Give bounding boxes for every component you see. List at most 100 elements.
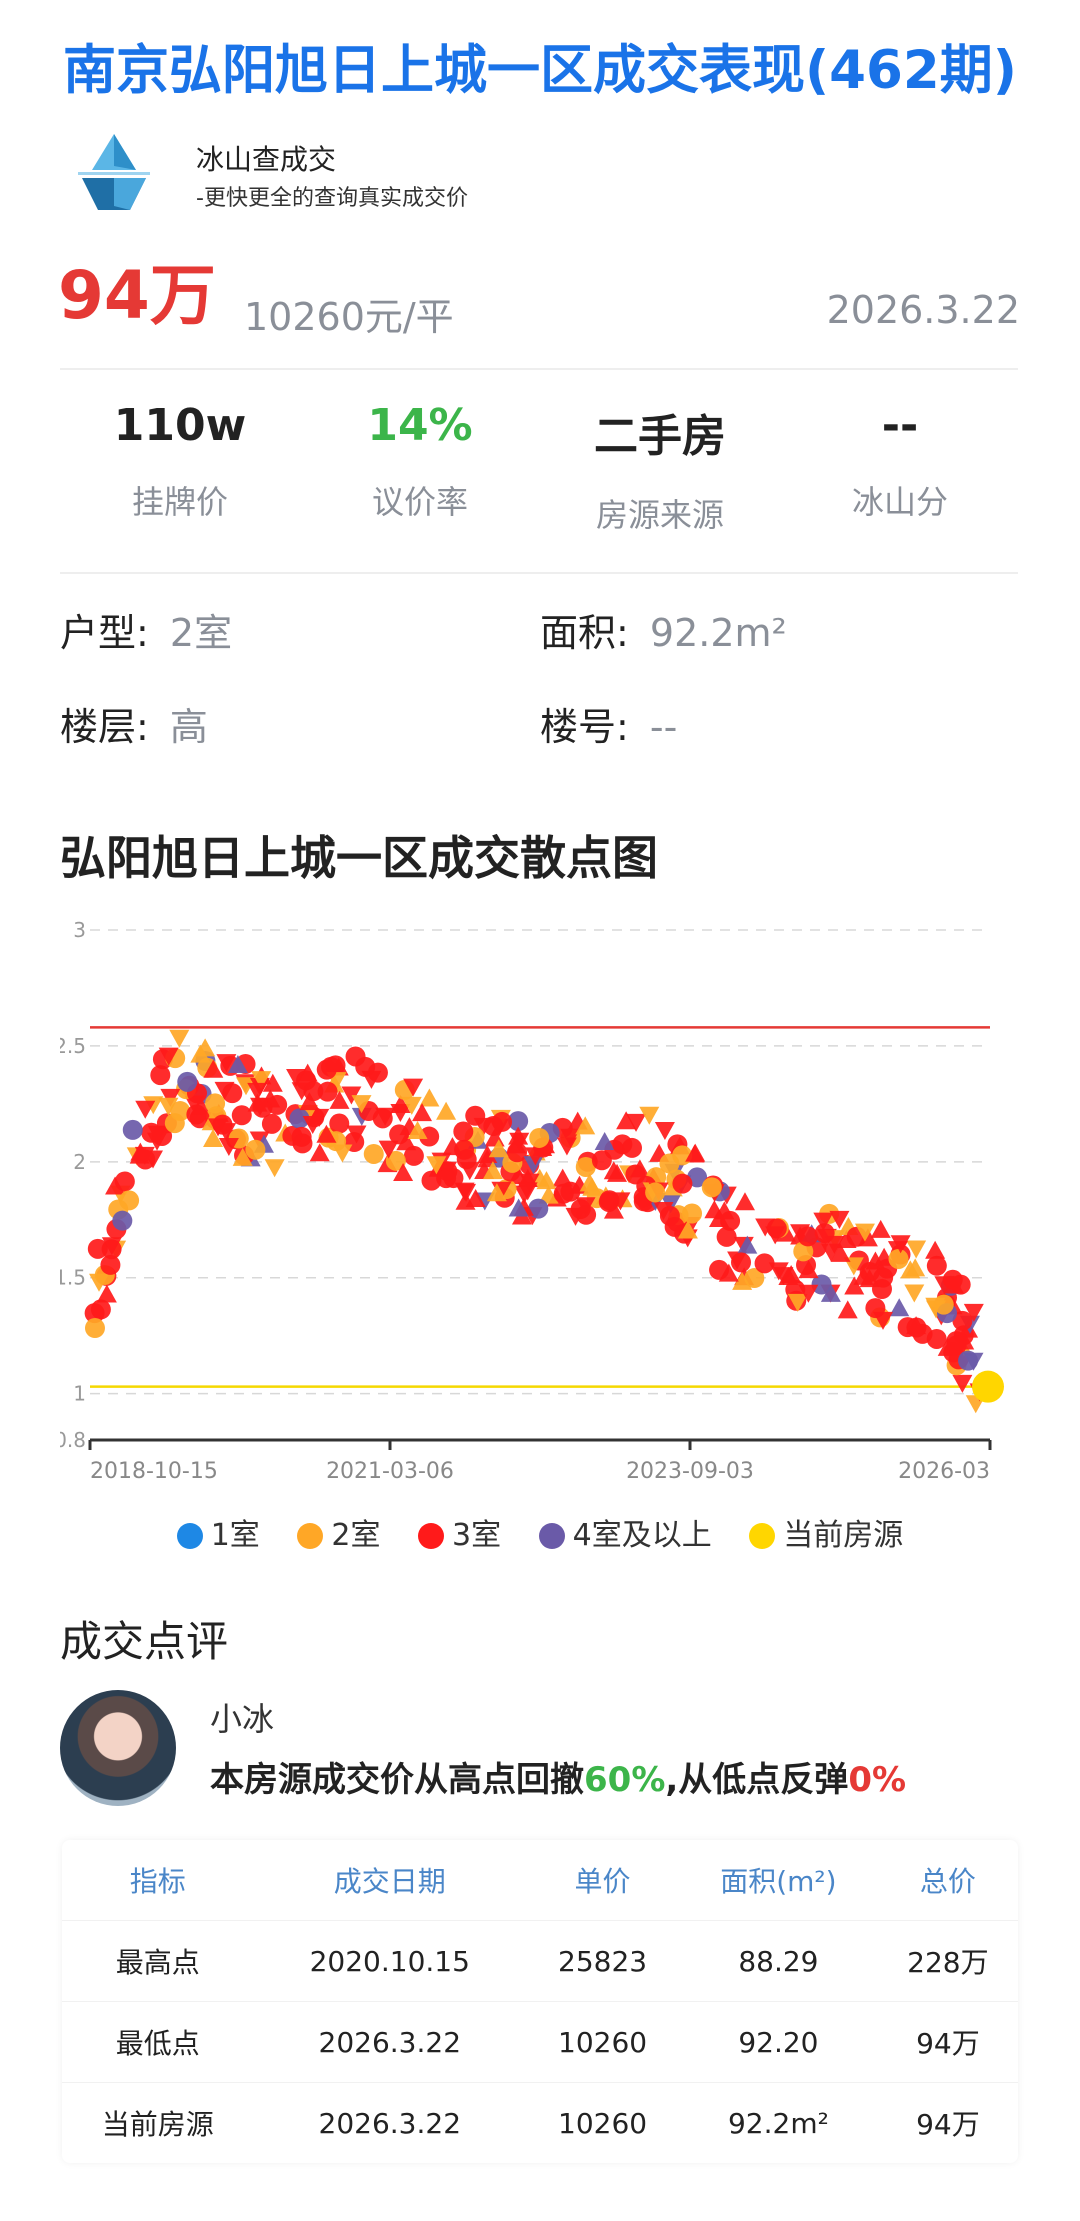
legend-item[interactable]: 4室及以上 — [538, 1510, 712, 1554]
stat-label: 冰山分 — [851, 483, 948, 521]
scatter-point — [575, 1116, 596, 1135]
scatter-point — [341, 1086, 362, 1105]
scatter-point — [677, 1220, 698, 1239]
scatter-point — [456, 1149, 477, 1170]
scatter-point — [329, 1090, 350, 1109]
scatter-point — [412, 1103, 433, 1122]
scatter-point — [143, 1150, 164, 1169]
scatter-point — [811, 1274, 832, 1295]
scatter-point — [367, 1062, 388, 1083]
scatter-point — [798, 1284, 819, 1303]
legend-item[interactable]: 3室 — [418, 1510, 501, 1554]
scatter-point — [603, 1200, 624, 1219]
attr-building: 楼号: -- — [540, 696, 677, 751]
scatter-point — [890, 1235, 911, 1254]
unit-price: 10260元/平 — [244, 295, 454, 339]
legend-item[interactable]: 1室 — [176, 1510, 260, 1554]
scatter-point — [754, 1253, 775, 1274]
legend-swatch — [749, 1523, 776, 1549]
table-cell: 最低点 — [62, 2001, 254, 2083]
scatter-point — [538, 1185, 559, 1204]
scatter-point — [508, 1198, 529, 1217]
scatter-point — [787, 1293, 808, 1312]
scatter-point — [519, 1173, 540, 1192]
attr-value: 2室 — [169, 611, 233, 655]
scatter-point — [403, 1078, 424, 1097]
table-cell: 94万 — [877, 2001, 1018, 2083]
scatter-point — [873, 1311, 894, 1330]
scatter-point — [654, 1121, 675, 1140]
scatter-point — [100, 1254, 121, 1275]
table-header: 成交日期 — [333, 1865, 446, 1898]
scatter-point — [744, 1268, 765, 1289]
current-listing-point — [972, 1370, 1004, 1403]
scatter-point — [454, 1182, 475, 1201]
legend-swatch — [297, 1523, 324, 1549]
legend-item[interactable]: 2室 — [297, 1510, 380, 1554]
stat-label: 房源来源 — [595, 496, 724, 534]
scatter-point — [575, 1156, 596, 1177]
scatter-point — [492, 1111, 513, 1132]
scatter-point — [591, 1150, 612, 1171]
scatter-point — [734, 1192, 755, 1211]
scatter-point — [385, 1150, 406, 1171]
stat-value: 14% — [367, 400, 473, 451]
table-cell: 94万 — [877, 2082, 1018, 2163]
divider — [60, 572, 1018, 574]
stat-listing-price: 110w 挂牌价 — [60, 400, 300, 523]
stat-value: -- — [881, 400, 919, 451]
y-tick-label: 2 — [73, 1150, 86, 1174]
scatter-point — [286, 1069, 307, 1088]
brand-slogan: -更快更全的查询真实成交价 — [196, 186, 468, 211]
scatter-point — [222, 1083, 243, 1104]
scatter-point — [629, 1159, 650, 1178]
table-header: 总价 — [919, 1865, 976, 1898]
scatter-point — [579, 1173, 600, 1192]
scatter-point — [87, 1238, 108, 1259]
scatter-point — [854, 1223, 875, 1242]
table-cell: 当前房源 — [62, 2082, 254, 2163]
attr-area: 面积: 92.2m² — [540, 602, 787, 657]
scatter-point — [701, 1177, 722, 1198]
scatter-point — [390, 1094, 411, 1113]
review-text-b: ,从低点反弹 — [665, 1760, 849, 1800]
x-tick-label: 2026-03 — [898, 1459, 990, 1484]
scatter-point — [236, 1077, 257, 1096]
scatter-point — [329, 1113, 350, 1134]
scatter-point — [152, 1125, 173, 1146]
scatter-point — [169, 1029, 190, 1048]
scatter-point — [888, 1248, 909, 1269]
scatter-point — [672, 1173, 693, 1194]
scatter-point — [553, 1183, 574, 1204]
scatter-point — [195, 1038, 216, 1057]
table-cell: 92.2m² — [679, 2082, 878, 2163]
scatter-point — [264, 1159, 285, 1178]
attr-layout: 户型: 2室 — [60, 602, 232, 657]
scatter-point — [419, 1126, 440, 1147]
scatter-point — [844, 1276, 865, 1295]
scatter-point — [316, 1124, 337, 1143]
scatter-point — [536, 1171, 557, 1190]
scatter-point — [616, 1111, 637, 1130]
scatter-point — [231, 1105, 252, 1126]
scatter-point — [659, 1153, 680, 1174]
review-text: 本房源成交价从高点回撤60%,从低点反弹0% — [210, 1752, 906, 1801]
stat-bargain-rate: 14% 议价率 — [300, 400, 540, 523]
scatter-point — [934, 1276, 955, 1295]
scatter-point — [528, 1198, 549, 1219]
scatter-point — [261, 1113, 282, 1134]
scatter-point — [158, 1097, 179, 1116]
scatter-point — [925, 1240, 946, 1259]
legend-item[interactable]: 当前房源 — [749, 1510, 903, 1554]
scatter-point — [685, 1143, 706, 1162]
scatter-point — [114, 1171, 135, 1192]
scatter-point — [639, 1106, 660, 1125]
scatter-point — [906, 1240, 927, 1259]
scatter-point — [820, 1283, 841, 1302]
table-header: 面积(m²) — [720, 1865, 837, 1898]
scatter-point — [453, 1121, 474, 1142]
scatter-point — [704, 1200, 725, 1219]
scatter-point — [122, 1119, 143, 1140]
scatter-point — [718, 1263, 739, 1282]
scatter-point — [135, 1100, 156, 1119]
